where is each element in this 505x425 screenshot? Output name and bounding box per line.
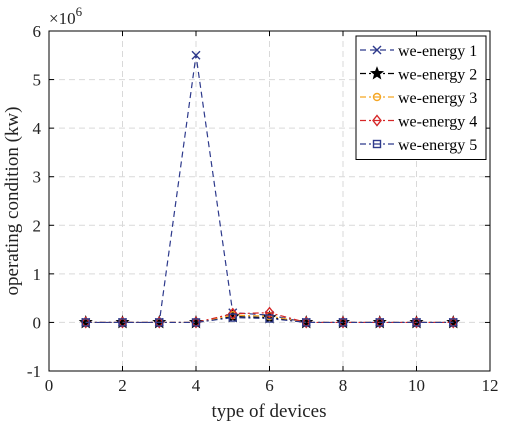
data-point [449,318,458,327]
data-point [154,316,165,329]
data-point [372,45,382,55]
y-tick-label: 0 [33,313,42,332]
legend-item: we-energy 1 [360,43,477,60]
data-point [338,316,348,329]
data-point [191,50,201,60]
data-point [374,316,385,329]
data-point [155,318,164,327]
x-tick-label: 6 [265,376,274,395]
x-tick-label: 12 [482,376,499,395]
y-tick-label: 2 [33,216,42,235]
data-point [228,313,237,322]
data-point [188,315,204,329]
y-tick-label: 1 [33,265,42,284]
series-5 [81,313,458,327]
y-tick-label: 5 [33,71,42,90]
data-point [412,318,421,327]
legend-label: we-energy 4 [398,114,477,131]
data-point [411,316,422,329]
data-point [372,139,382,149]
x-tick-label: 0 [45,376,54,395]
y-tick-label: -1 [27,362,41,381]
series-line [85,316,454,324]
data-point [448,316,459,329]
grid-lines [49,31,490,371]
data-point [338,318,348,327]
legend: we-energy 1 we-energy 2 we-energy 3 we-ener… [355,35,487,160]
y-tick-label: 4 [33,119,42,138]
data-point [264,306,275,319]
series-group [78,50,461,329]
x-tick-label: 4 [192,376,201,395]
x-tick-label: 2 [118,376,127,395]
y-tick-label: 3 [33,168,42,187]
data-point [301,316,312,329]
legend-label: we-energy 3 [398,90,477,107]
data-point [115,315,130,329]
y-tick-label: 6 [33,22,42,41]
data-point [369,66,385,80]
legend-item: we-energy 2 [360,66,477,84]
y-axis-label: operating condition (kw) [2,107,23,296]
legend-item: we-energy 5 [360,137,477,154]
data-point [118,318,127,327]
data-point [227,307,238,320]
data-point [372,92,382,102]
data-point [302,318,311,327]
data-point [81,318,90,327]
data-point [372,114,382,127]
legend-label: we-energy 1 [398,43,477,60]
legend-label: we-energy 2 [398,67,477,84]
data-point [191,316,201,329]
data-point [80,316,91,329]
x-tick-label: 8 [339,376,348,395]
data-point [117,316,128,329]
data-point [375,318,384,327]
legend-box [355,35,487,160]
data-point [191,318,201,327]
legend-item: we-energy 4 [360,114,477,131]
data-point [265,314,274,323]
legend-label: we-energy 5 [398,137,477,154]
legend-item: we-energy 3 [360,90,477,107]
x-axis-label: type of devices [211,401,326,422]
y-multiplier: ×106 [49,4,83,28]
x-tick-label: 10 [408,376,425,395]
